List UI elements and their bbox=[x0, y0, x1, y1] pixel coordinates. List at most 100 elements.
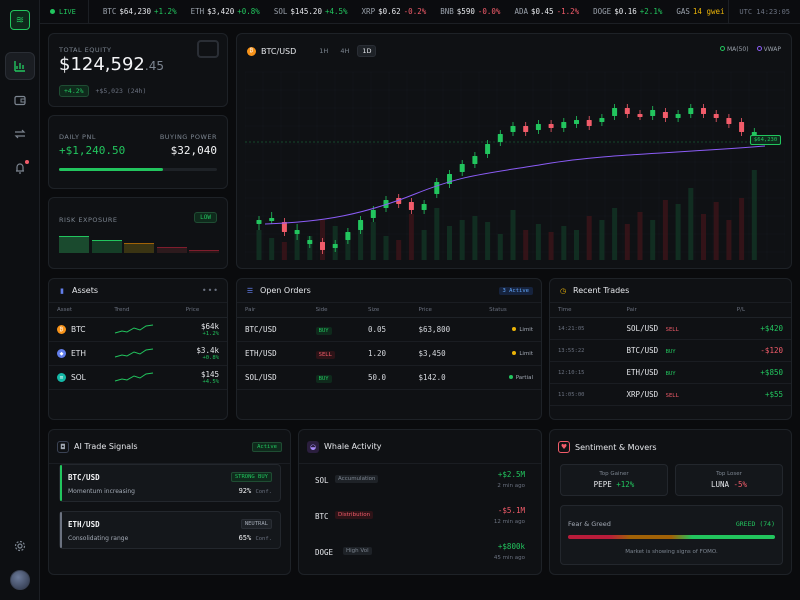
ticker-item[interactable]: XRP $0.62 -0.2% bbox=[361, 7, 427, 16]
table-row[interactable]: ₿ BTC $64k +1.2% bbox=[49, 317, 227, 342]
candle bbox=[548, 124, 554, 128]
candle bbox=[408, 202, 414, 210]
volume-bar bbox=[675, 204, 681, 260]
candlestick-chart[interactable] bbox=[245, 64, 785, 264]
wallet-icon bbox=[14, 95, 26, 106]
risk-segment bbox=[124, 243, 154, 253]
bell-icon bbox=[16, 163, 24, 174]
sidebar-item-settings[interactable] bbox=[5, 532, 35, 560]
volume-bar bbox=[485, 222, 491, 260]
daily-pnl-label: Daily PnL bbox=[59, 133, 96, 141]
sidebar-item-swap[interactable] bbox=[5, 120, 35, 148]
candle bbox=[637, 114, 643, 117]
sidebar-item-dashboard[interactable] bbox=[5, 52, 35, 80]
sidebar-item-wallet[interactable] bbox=[5, 86, 35, 114]
notification-dot bbox=[25, 160, 29, 164]
candle bbox=[688, 108, 694, 114]
volume-bar bbox=[535, 224, 541, 260]
tab-tf-1d[interactable]: 1D bbox=[357, 45, 377, 57]
bars-icon: ▮ bbox=[60, 286, 64, 295]
whale-row[interactable]: SOL Accumulation +$2.5M 2 min ago bbox=[315, 470, 525, 489]
more-menu-icon[interactable]: ••• bbox=[201, 286, 219, 295]
candle bbox=[485, 144, 491, 154]
avatar[interactable] bbox=[10, 570, 30, 590]
volume-bar bbox=[256, 230, 262, 260]
heart-icon: ♥ bbox=[558, 441, 570, 453]
recent-trades-card: ◷ Recent Trades Time Pair P/L 14:21:05 SOL… bbox=[549, 278, 792, 420]
table-row[interactable]: ETH/USD SELL 1.20 $3,450 Limit bbox=[237, 341, 541, 366]
pnl-card: Daily PnL +$1,240.50 Buying Power $32,04… bbox=[48, 115, 228, 189]
equity-label: Total Equity bbox=[59, 46, 112, 54]
whale-title: Whale Activity bbox=[324, 442, 382, 451]
fear-greed-value: GREED (74) bbox=[735, 520, 775, 528]
candle bbox=[612, 108, 618, 116]
volume-bar bbox=[688, 188, 694, 260]
whale-activity-card: ◒ Whale Activity SOL Accumulation +$2.5M… bbox=[298, 429, 542, 575]
assets-card: ▮ Assets ••• Asset Trend Price ₿ BTC $64k… bbox=[48, 278, 228, 420]
volume-bar bbox=[713, 202, 719, 260]
candle bbox=[370, 210, 376, 218]
volume-bar bbox=[523, 230, 529, 260]
wallet-icon bbox=[197, 40, 219, 58]
table-row[interactable]: 11:05:00 XRP/USD SELL +$55 bbox=[550, 383, 791, 406]
fear-greed-meter bbox=[568, 535, 775, 539]
volume-bar bbox=[624, 224, 630, 260]
volume-bar bbox=[650, 220, 656, 260]
ticker-item[interactable]: DOGE $0.16 +2.1% bbox=[593, 7, 663, 16]
legend-vwap: VWAP bbox=[756, 46, 781, 53]
daily-pnl-value: +$1,240.50 bbox=[59, 144, 126, 157]
ticker-item[interactable]: BTC $64,230 +1.2% bbox=[102, 7, 177, 16]
table-row[interactable]: ◆ ETH $3.4k +0.8% bbox=[49, 341, 227, 366]
table-row[interactable]: SOL/USD BUY 50.0 $142.0 Partial bbox=[237, 365, 541, 390]
table-row[interactable]: 14:21:05 SOL/USD SELL +$420 bbox=[550, 317, 791, 340]
table-row[interactable]: 13:55:22 BTC/USD BUY -$120 bbox=[550, 339, 791, 362]
candle bbox=[650, 110, 656, 116]
volume-bar bbox=[383, 236, 389, 260]
ticker-item[interactable]: SOL $145.20 +4.5% bbox=[273, 7, 348, 16]
volume-bar bbox=[586, 216, 592, 260]
sidebar-item-alerts[interactable] bbox=[5, 154, 35, 182]
orders-table: Pair Side Size Price Status BTC/USD BUY 0.05… bbox=[237, 303, 541, 390]
whale-row[interactable]: DOGE High Vol +$800k 45 min ago bbox=[315, 542, 525, 561]
ticker-item[interactable]: ADA $0.45 -1.2% bbox=[514, 7, 580, 16]
ma-line bbox=[264, 145, 766, 225]
table-row[interactable]: ≡ SOL $145 +4.5% bbox=[49, 365, 227, 390]
volume-bar bbox=[548, 232, 554, 260]
volume-bar bbox=[269, 238, 275, 260]
tab-tf-4h[interactable]: 4H bbox=[340, 47, 350, 55]
signal-card[interactable]: ETH/USD NEUTRAL Consolidating range 65% … bbox=[59, 511, 281, 549]
volume-bar bbox=[662, 200, 668, 260]
side-badge: SELL bbox=[315, 350, 335, 359]
volume-bar bbox=[701, 214, 706, 260]
candle bbox=[281, 222, 287, 232]
candle bbox=[294, 230, 300, 234]
pnl-progress-bar bbox=[59, 168, 217, 171]
layers-logo-icon[interactable]: ≋ bbox=[10, 10, 30, 30]
ticker-item[interactable]: BNB $590 -0.0% bbox=[440, 7, 501, 16]
risk-segment bbox=[189, 250, 219, 253]
volume-bar bbox=[472, 216, 478, 260]
side-badge: BUY bbox=[315, 374, 332, 383]
signal-card[interactable]: BTC/USD STRONG BUY Momentum increasing 9… bbox=[59, 464, 281, 502]
tab-tf-1h[interactable]: 1H bbox=[319, 47, 329, 55]
table-row[interactable]: 12:10:15 ETH/USD BUY +$850 bbox=[550, 361, 791, 384]
volume-bar bbox=[408, 214, 414, 260]
current-price-tag: $64,230 bbox=[750, 135, 782, 145]
candle bbox=[421, 204, 427, 210]
ticker-item[interactable]: ETH $3,420 +0.8% bbox=[190, 7, 260, 16]
legend-ma: MA(50) bbox=[719, 46, 749, 53]
list-icon: ☰ bbox=[246, 286, 254, 295]
assets-title: Assets bbox=[72, 286, 99, 295]
ticker-item[interactable]: GAS 14 gwei bbox=[676, 7, 725, 16]
volume-bar bbox=[751, 170, 757, 260]
equity-change-abs: +$5,023 (24h) bbox=[95, 87, 147, 95]
candle bbox=[358, 220, 364, 230]
whale-row[interactable]: BTC Distribution -$5.1M 12 min ago bbox=[315, 506, 525, 525]
coin-icon: ₿ bbox=[57, 325, 66, 335]
whale-icon: ◒ bbox=[307, 440, 319, 453]
candle bbox=[701, 108, 706, 114]
clock-icon: ◷ bbox=[559, 286, 567, 295]
table-row[interactable]: BTC/USD BUY 0.05 $63,800 Limit bbox=[237, 317, 541, 342]
volume-bar bbox=[370, 222, 376, 260]
candle bbox=[599, 118, 605, 122]
